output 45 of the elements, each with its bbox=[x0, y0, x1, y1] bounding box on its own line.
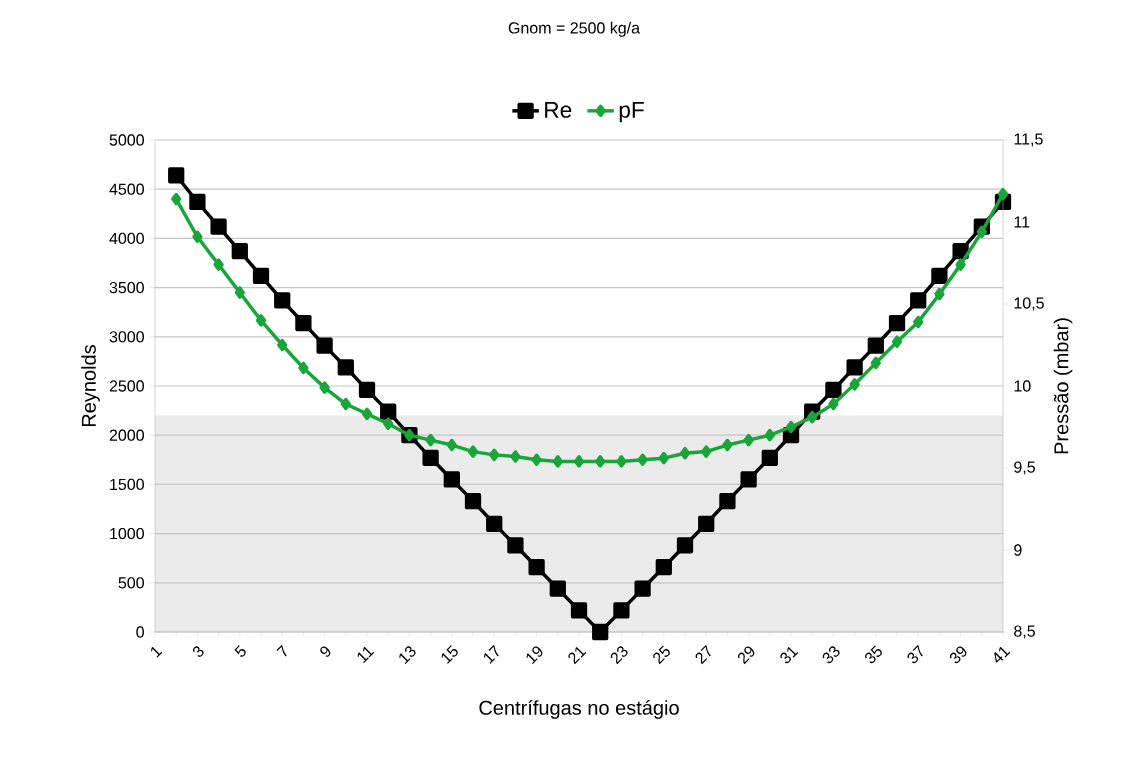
x-tick-label: 5 bbox=[234, 645, 246, 657]
y-tick-label: 5000 bbox=[109, 134, 144, 146]
x-tick-label: 1 bbox=[151, 646, 163, 658]
y2-tick-label: 10 bbox=[1014, 380, 1031, 392]
y-tick-label: 3500 bbox=[109, 281, 144, 294]
x-tick-label: 27 bbox=[695, 645, 711, 665]
legend-label: Re bbox=[545, 102, 572, 118]
x-tick-label: 15 bbox=[441, 645, 458, 664]
y2-axis-title: Pressão (mbar) bbox=[1053, 318, 1073, 454]
x-tick-label: 29 bbox=[737, 646, 755, 665]
legend-label: pF bbox=[619, 102, 644, 123]
x-tick-label: 7 bbox=[276, 644, 287, 657]
y-tick-label: 2000 bbox=[109, 429, 144, 441]
y2-tick-label: 9,5 bbox=[1014, 461, 1035, 475]
x-axis-title: Centrífugas no estágio bbox=[479, 699, 679, 719]
x-tick-label: 35 bbox=[865, 645, 882, 664]
x-tick-label: 33 bbox=[822, 646, 840, 664]
y-tick-label: 500 bbox=[118, 577, 144, 589]
y2-tick-label: 10,5 bbox=[1014, 297, 1044, 311]
y2-tick-label: 8,5 bbox=[1014, 625, 1035, 639]
x-tick-label: 17 bbox=[483, 644, 499, 664]
x-tick-label: 23 bbox=[610, 646, 628, 665]
x-tick-label: 11 bbox=[357, 646, 375, 664]
x-tick-label: 41 bbox=[994, 646, 1011, 663]
y-tick-label: 2500 bbox=[109, 380, 144, 392]
y2-tick-label: 9 bbox=[1014, 544, 1022, 556]
y-tick-label: 4000 bbox=[109, 232, 144, 245]
x-tick-label: 13 bbox=[399, 646, 416, 664]
y-tick-label: 3000 bbox=[109, 331, 144, 343]
y-axis-title: Reynolds bbox=[81, 345, 100, 427]
chart-title: Gnom = 2500 kg/a bbox=[508, 21, 641, 37]
x-tick-label: 9 bbox=[320, 646, 331, 657]
y-tick-label: 1000 bbox=[110, 527, 144, 540]
x-tick-label: 3 bbox=[192, 646, 204, 657]
y2-tick-label: 11 bbox=[1014, 216, 1030, 228]
y-tick-label: 0 bbox=[136, 626, 144, 638]
y2-tick-label: 11,5 bbox=[1014, 133, 1043, 147]
y-tick-label: 4500 bbox=[109, 183, 144, 195]
x-tick-label: 21 bbox=[568, 646, 587, 665]
y-tick-label: 1500 bbox=[110, 478, 144, 491]
x-tick-label: 31 bbox=[780, 646, 799, 664]
x-tick-label: 19 bbox=[526, 646, 543, 664]
x-tick-label: 37 bbox=[907, 645, 923, 664]
x-tick-label: 39 bbox=[949, 646, 967, 664]
x-tick-label: 25 bbox=[653, 645, 670, 665]
